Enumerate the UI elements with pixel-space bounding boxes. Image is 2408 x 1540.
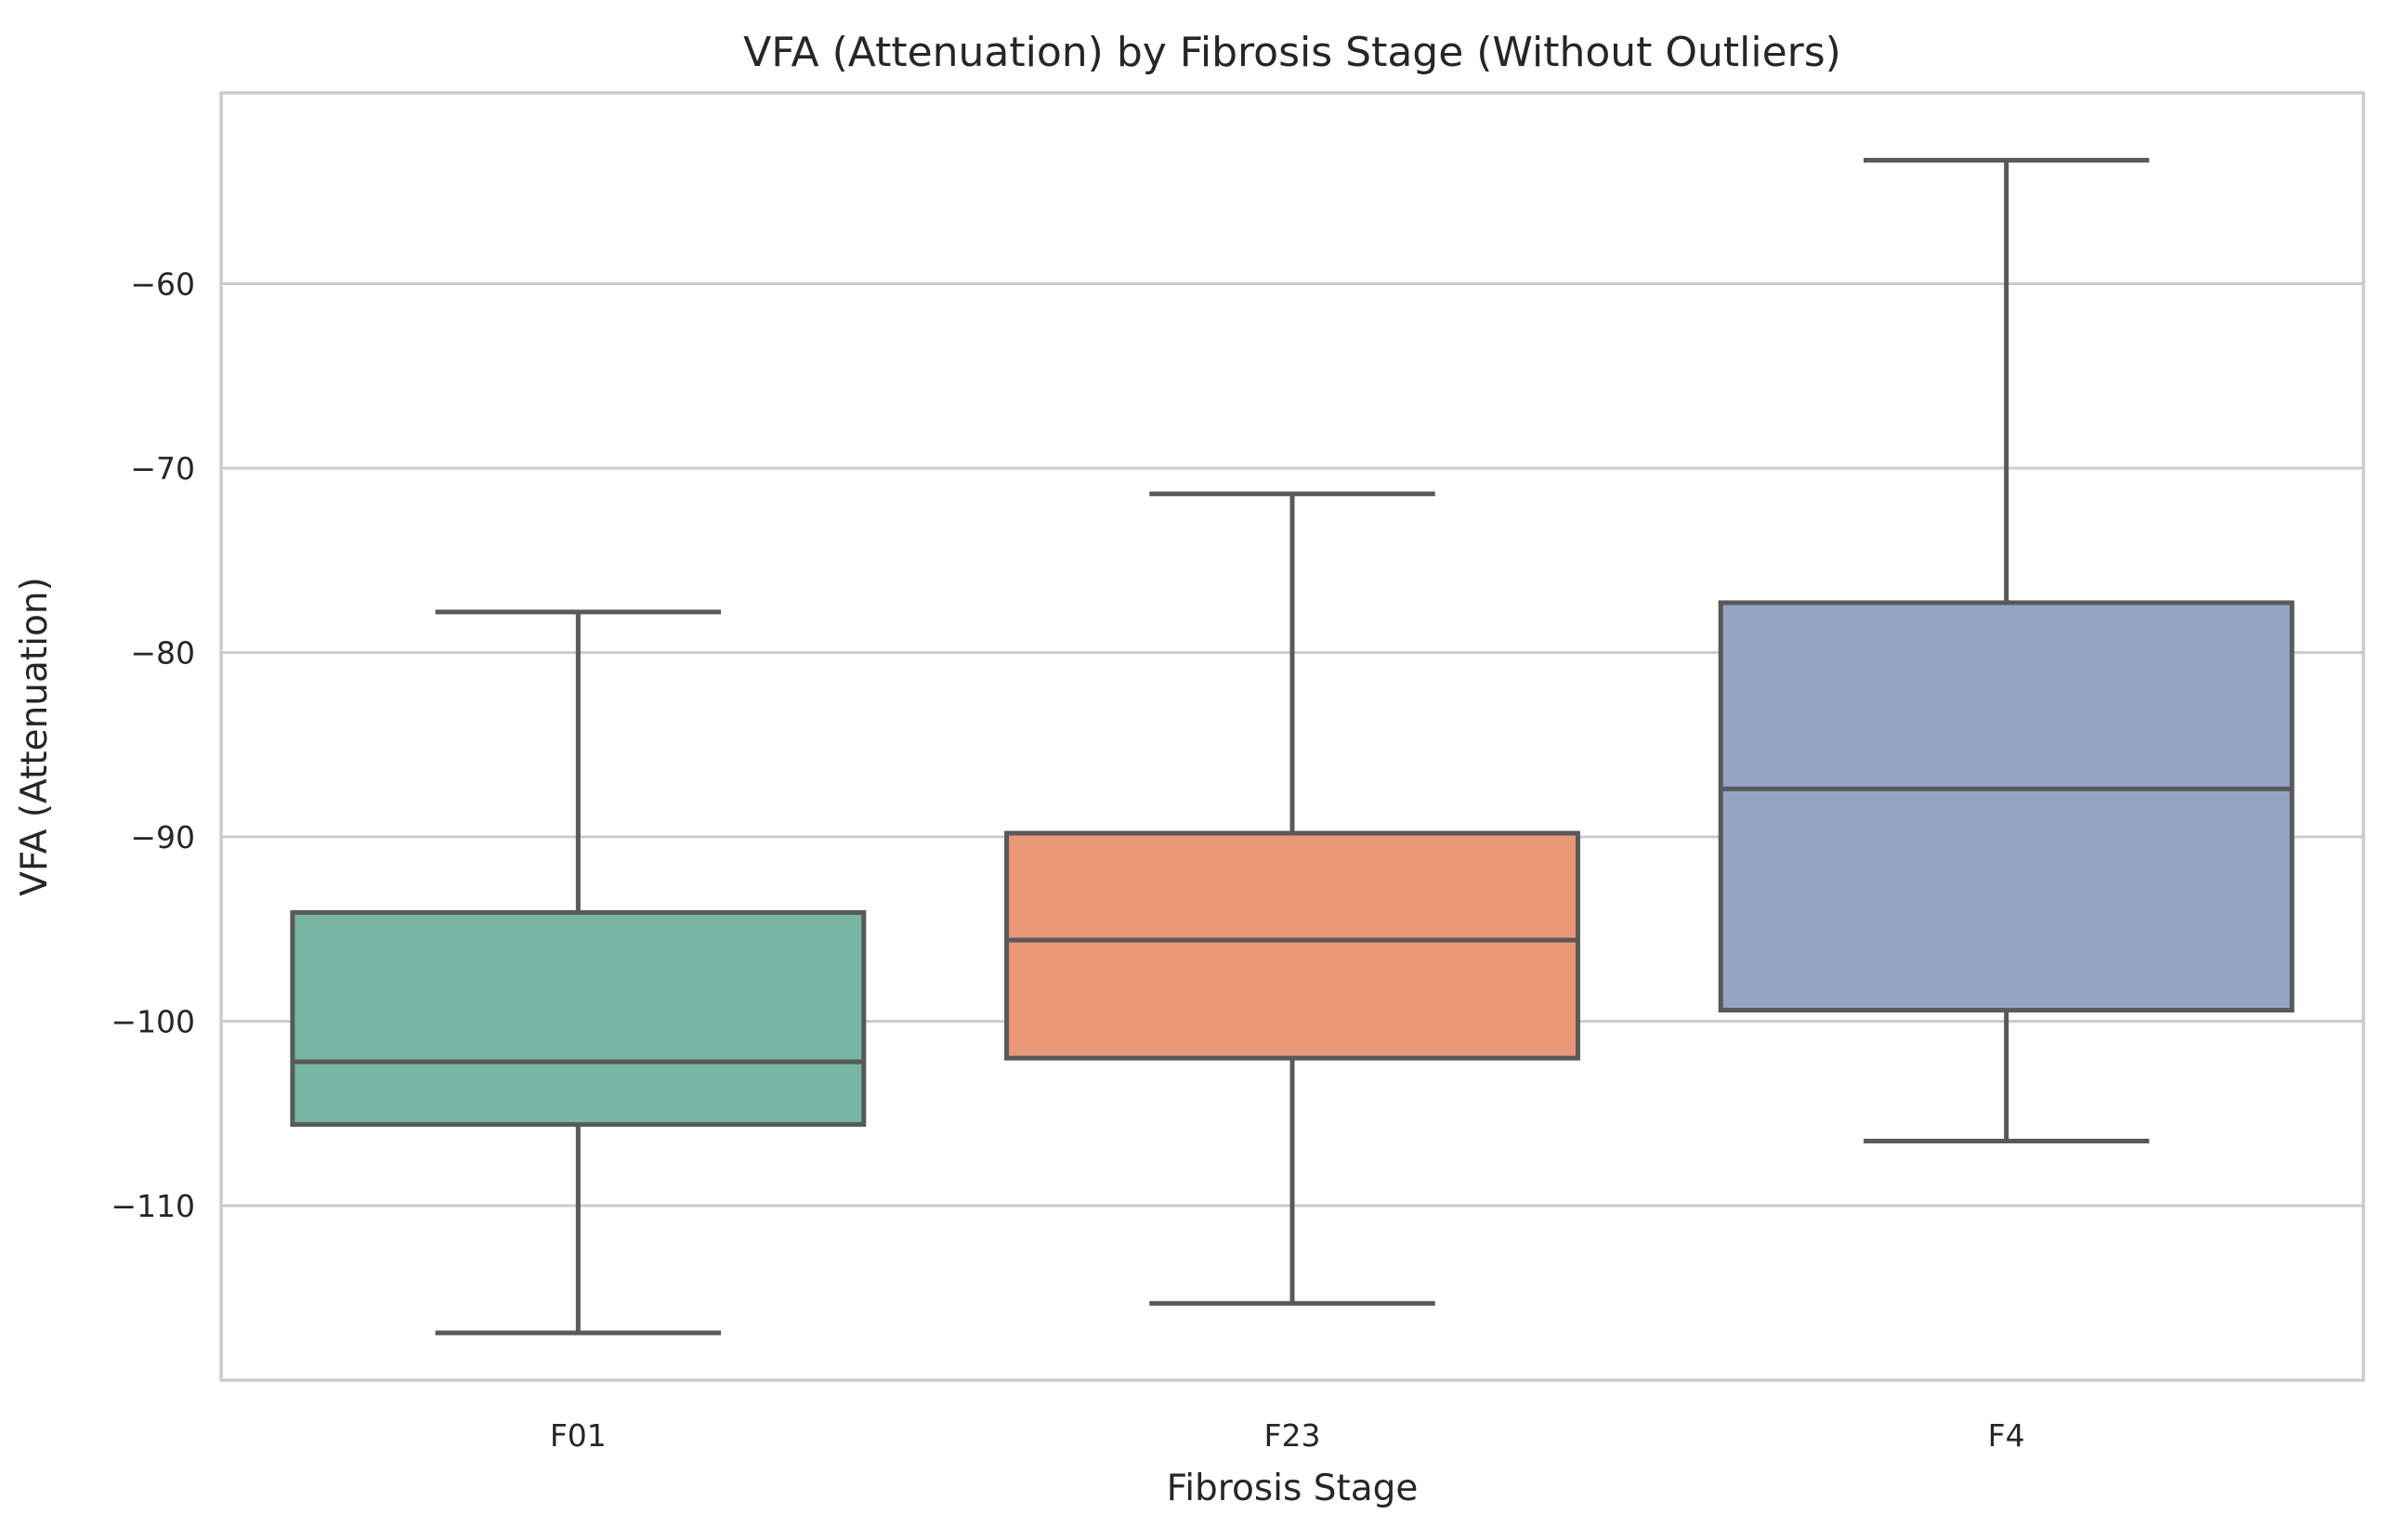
x-tick-label: F23 — [1264, 1417, 1321, 1454]
box-plots — [290, 158, 2295, 1336]
y-tick-label: −70 — [130, 450, 195, 487]
box-F23 — [1004, 491, 1580, 1306]
box-F4 — [1718, 158, 2295, 1144]
iqr-box — [1004, 830, 1580, 1061]
x-tick-label: F4 — [1988, 1417, 2025, 1454]
box-F01 — [290, 609, 867, 1336]
y-tick-labels: −110 −100 −90 −80 −70 −60 — [111, 267, 195, 1225]
x-axis-label: Fibrosis Stage — [1167, 1468, 1419, 1509]
y-tick-label: −90 — [130, 819, 195, 855]
y-tick-label: −100 — [111, 1004, 195, 1040]
iqr-box — [290, 909, 867, 1128]
chart-title: VFA (Attenuation) by Fibrosis Stage (Wit… — [743, 29, 1841, 76]
iqr-box — [1718, 600, 2295, 1013]
y-tick-label: −60 — [130, 267, 195, 303]
plot-frame — [219, 91, 2365, 1382]
x-tick-label: F01 — [550, 1417, 607, 1454]
y-tick-label: −80 — [130, 635, 195, 672]
x-tick-labels: F01 F23 F4 — [550, 1417, 2025, 1454]
y-axis-label: VFA (Attenuation) — [14, 577, 56, 896]
y-tick-label: −110 — [111, 1188, 195, 1224]
